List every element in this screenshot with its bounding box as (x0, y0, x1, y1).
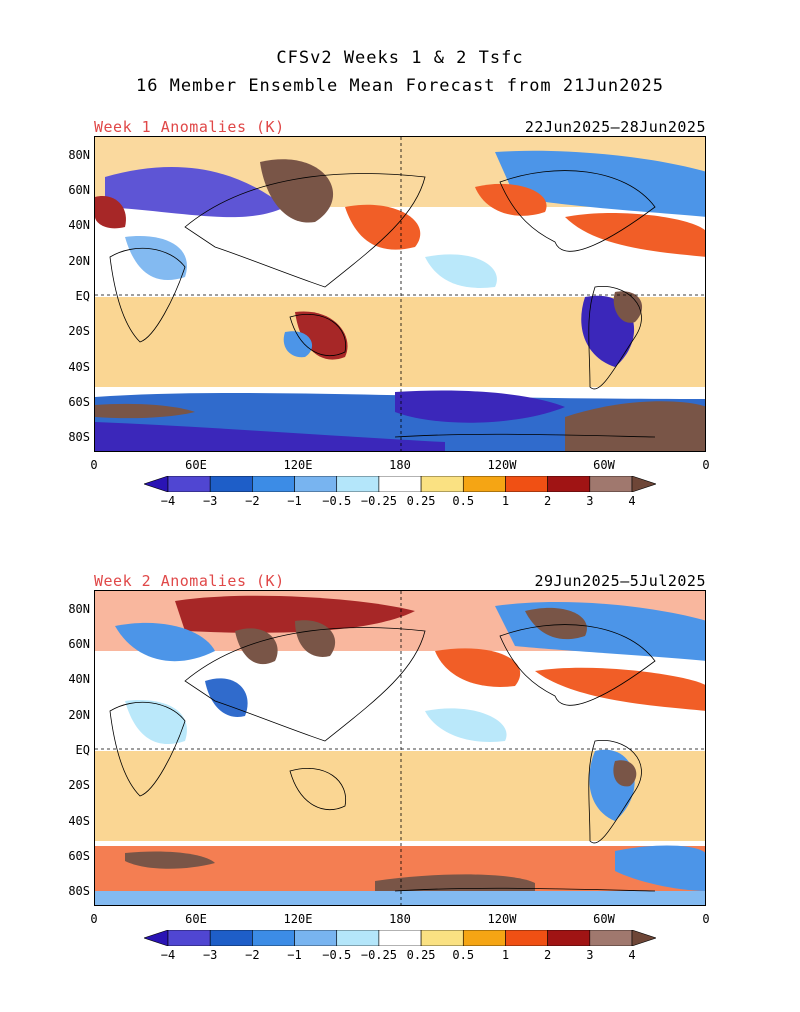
colorbar-swatch (336, 930, 380, 946)
lat-label: 40N (68, 672, 90, 686)
week2-anomaly-map (94, 590, 706, 906)
week2-date-range: 29Jun2025–5Jul2025 (534, 572, 706, 590)
lon-label: 0 (90, 458, 98, 472)
colorbar-labels: −4 −3 −2 −1 −0.5 −0.25 0.25 0.5 1 2 3 4 (0, 494, 800, 510)
colorbar-label: 3 (586, 948, 594, 962)
lat-label: EQ (75, 289, 90, 303)
colorbar-label: 0.5 (452, 494, 475, 508)
title-line-1: CFSv2 Weeks 1 & 2 Tsfc (276, 48, 524, 68)
lat-label: 80S (68, 430, 90, 444)
colorbar-label: −0.25 (360, 948, 397, 962)
lon-label: 0 (90, 912, 98, 926)
colorbar-swatch (167, 930, 211, 946)
title-line-2: 16 Member Ensemble Mean Forecast from 21… (135, 76, 665, 96)
colorbar-label: −2 (245, 948, 260, 962)
lat-label: 40S (68, 360, 90, 374)
lon-label: 180 (389, 458, 411, 472)
colorbar-label: 1 (501, 948, 510, 962)
colorbar-label: −2 (245, 494, 260, 508)
week1-date-range: 22Jun2025–28Jun2025 (524, 118, 706, 136)
colorbar-label: −4 (160, 948, 176, 962)
colorbar-label: −0.25 (360, 494, 397, 508)
lat-label: 80N (68, 148, 90, 162)
colorbar-label: −0.5 (322, 948, 352, 962)
lat-label: 40N (68, 218, 90, 232)
lat-label: 60S (68, 849, 90, 863)
lon-label: 60E (185, 912, 207, 926)
colorbar-swatch (378, 930, 422, 946)
lat-label: 60N (68, 637, 90, 651)
colorbar-swatch (462, 476, 506, 492)
colorbar-label: −1 (287, 948, 302, 962)
lon-label: 60W (593, 912, 615, 926)
colorbar-max-arrow (631, 476, 656, 492)
colorbar-swatch (420, 930, 464, 946)
lon-label: 60W (593, 458, 615, 472)
lat-label: 20N (68, 254, 90, 268)
colorbar-min-arrow (144, 930, 169, 946)
colorbar-label: 2 (544, 494, 552, 508)
colorbar-swatch (209, 930, 253, 946)
lon-label: 120W (487, 458, 517, 472)
week2-panel: Week 2 Anomalies (K) 29Jun2025–5Jul2025 (0, 572, 800, 1012)
colorbar (144, 476, 656, 492)
colorbar-label: −1 (287, 494, 302, 508)
lat-label: 40S (68, 814, 90, 828)
colorbar-swatch (462, 930, 506, 946)
colorbar-swatch (294, 930, 338, 946)
colorbar-swatch (252, 476, 295, 492)
colorbar (144, 930, 656, 946)
lat-label: 20S (68, 324, 90, 338)
colorbar-label: 3 (586, 494, 594, 508)
week1-anomaly-map (94, 136, 706, 452)
colorbar-label: −4 (160, 494, 176, 508)
lon-label: 0 (702, 458, 710, 472)
colorbar-label: 4 (628, 494, 636, 508)
colorbar-label: −0.5 (322, 494, 352, 508)
colorbar-swatch (167, 476, 211, 492)
colorbar-label: 0.5 (452, 948, 475, 962)
colorbar-swatch (589, 930, 633, 946)
colorbar-min-arrow (144, 476, 169, 492)
colorbar-swatch (378, 476, 422, 492)
lat-label: 80S (68, 884, 90, 898)
colorbar-swatch (589, 476, 633, 492)
colorbar-swatch (547, 930, 591, 946)
colorbar-max-arrow (631, 930, 656, 946)
colorbar-labels: −4 −3 −2 −1 −0.5 −0.25 0.25 0.5 1 2 3 4 (0, 948, 800, 964)
lat-label: 60N (68, 183, 90, 197)
colorbar-label: 1 (501, 494, 510, 508)
colorbar-swatch (547, 476, 591, 492)
colorbar-label: 0.25 (406, 494, 436, 508)
lon-label: 0 (702, 912, 710, 926)
colorbar-label: −3 (202, 494, 218, 508)
lon-label: 120W (487, 912, 517, 926)
colorbar-label: 2 (544, 948, 552, 962)
lat-label: 20N (68, 708, 90, 722)
week2-panel-label: Week 2 Anomalies (K) (94, 572, 285, 590)
colorbar-swatch (336, 476, 380, 492)
colorbar-swatch (252, 930, 295, 946)
week1-panel: Week 1 Anomalies (K) 22Jun2025–28Jun2025 (0, 118, 800, 558)
lon-label: 60E (185, 458, 207, 472)
week1-panel-label: Week 1 Anomalies (K) (94, 118, 285, 136)
lon-label: 120E (283, 458, 313, 472)
colorbar-label: 4 (628, 948, 636, 962)
colorbar-label: 0.25 (406, 948, 436, 962)
lon-label: 120E (283, 912, 313, 926)
lat-label: 80N (68, 602, 90, 616)
colorbar-swatch (505, 930, 548, 946)
lat-label: 20S (68, 778, 90, 792)
lat-label: 60S (68, 395, 90, 409)
colorbar-label: −3 (202, 948, 218, 962)
colorbar-swatch (209, 476, 253, 492)
colorbar-swatch (505, 476, 548, 492)
lon-label: 180 (389, 912, 411, 926)
lat-label: EQ (75, 743, 90, 757)
colorbar-swatch (294, 476, 338, 492)
colorbar-swatch (420, 476, 464, 492)
